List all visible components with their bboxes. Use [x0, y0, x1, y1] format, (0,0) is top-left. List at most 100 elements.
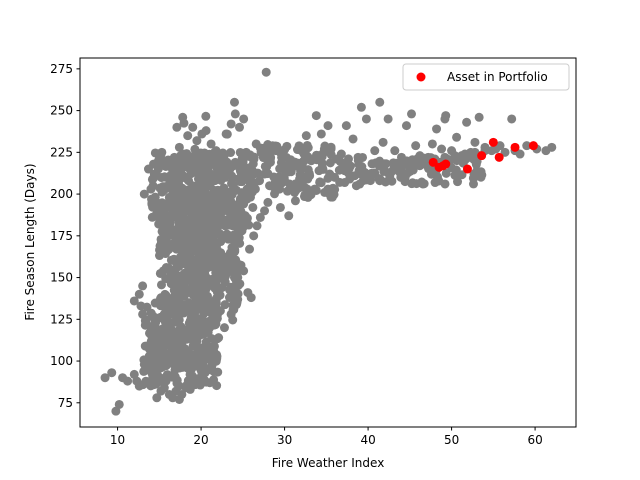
data-point [441, 111, 451, 121]
data-point [396, 152, 406, 162]
data-point [197, 174, 207, 184]
data-point [301, 131, 311, 141]
data-point [169, 184, 179, 194]
data-point [221, 129, 231, 139]
data-point [294, 141, 304, 151]
data-point [181, 253, 191, 263]
data-point [203, 230, 213, 240]
data-point [179, 172, 189, 182]
data-point [200, 288, 210, 298]
data-point [317, 158, 327, 168]
data-point [232, 236, 242, 246]
data-point [350, 171, 360, 181]
data-point [284, 211, 294, 221]
data-point [195, 343, 205, 353]
y-tick-label: 250 [50, 104, 73, 118]
data-point [155, 183, 165, 193]
data-point [174, 142, 184, 152]
data-point [188, 305, 198, 315]
data-point [209, 346, 219, 356]
data-point [206, 139, 216, 149]
data-point [150, 316, 160, 326]
data-point [176, 354, 186, 364]
data-point [495, 141, 505, 151]
data-point [148, 363, 158, 373]
data-point [183, 192, 193, 202]
data-point [160, 357, 170, 367]
data-point [230, 157, 240, 167]
data-point [165, 217, 175, 227]
data-point [303, 192, 313, 202]
portfolio-asset-point [441, 159, 451, 169]
data-point [441, 168, 451, 178]
data-point [323, 121, 333, 131]
data-point [202, 199, 212, 209]
data-point [220, 277, 230, 287]
data-point [161, 249, 170, 259]
data-point [303, 143, 313, 153]
x-tick-label: 60 [527, 433, 542, 447]
data-point [201, 126, 211, 136]
data-point [203, 248, 213, 258]
data-point [472, 166, 482, 176]
data-point [323, 184, 333, 194]
data-point [132, 376, 142, 386]
data-point [411, 141, 421, 151]
data-point [189, 265, 199, 275]
data-point [310, 184, 320, 194]
portfolio-asset-point [428, 157, 438, 167]
data-point [237, 226, 247, 236]
y-tick-label: 125 [50, 312, 73, 326]
portfolio-asset-point [477, 151, 487, 161]
data-point [157, 348, 167, 358]
data-point [522, 141, 532, 151]
data-point [261, 67, 271, 77]
data-point [248, 170, 258, 180]
data-point [136, 301, 146, 311]
plot-points [100, 67, 557, 416]
data-point [228, 173, 238, 183]
legend-label: Asset in Portfolio [447, 70, 548, 84]
data-point [343, 154, 353, 164]
data-point [169, 256, 179, 266]
data-point [152, 393, 162, 403]
data-point [242, 214, 252, 224]
y-tick-label: 225 [50, 145, 73, 159]
data-point [290, 187, 300, 197]
data-point [474, 112, 484, 122]
data-point [375, 176, 385, 186]
data-point [181, 306, 191, 316]
data-point [230, 109, 240, 119]
data-point [162, 232, 172, 242]
x-tick-label: 20 [193, 433, 208, 447]
data-point [146, 381, 156, 391]
data-point [139, 359, 149, 369]
data-point [192, 136, 202, 146]
data-point [450, 170, 460, 180]
data-point [177, 198, 187, 208]
data-point [156, 280, 166, 290]
data-point [270, 172, 280, 182]
data-point [166, 279, 176, 289]
data-point [215, 152, 225, 162]
data-point [370, 146, 380, 156]
data-point [100, 373, 110, 383]
data-point [182, 215, 192, 225]
data-point [144, 351, 154, 361]
data-point [172, 363, 182, 373]
data-point [256, 147, 266, 157]
data-point [239, 114, 249, 124]
data-point [166, 339, 176, 349]
data-point [395, 167, 405, 177]
data-point [191, 297, 201, 307]
data-point [213, 367, 223, 377]
data-point [335, 177, 345, 187]
data-point [252, 221, 262, 231]
data-point [189, 218, 199, 228]
data-point [187, 371, 197, 381]
data-point [201, 111, 211, 121]
data-point [227, 243, 237, 253]
y-tick-label: 200 [50, 187, 73, 201]
data-point [212, 212, 222, 222]
data-point [427, 166, 437, 176]
